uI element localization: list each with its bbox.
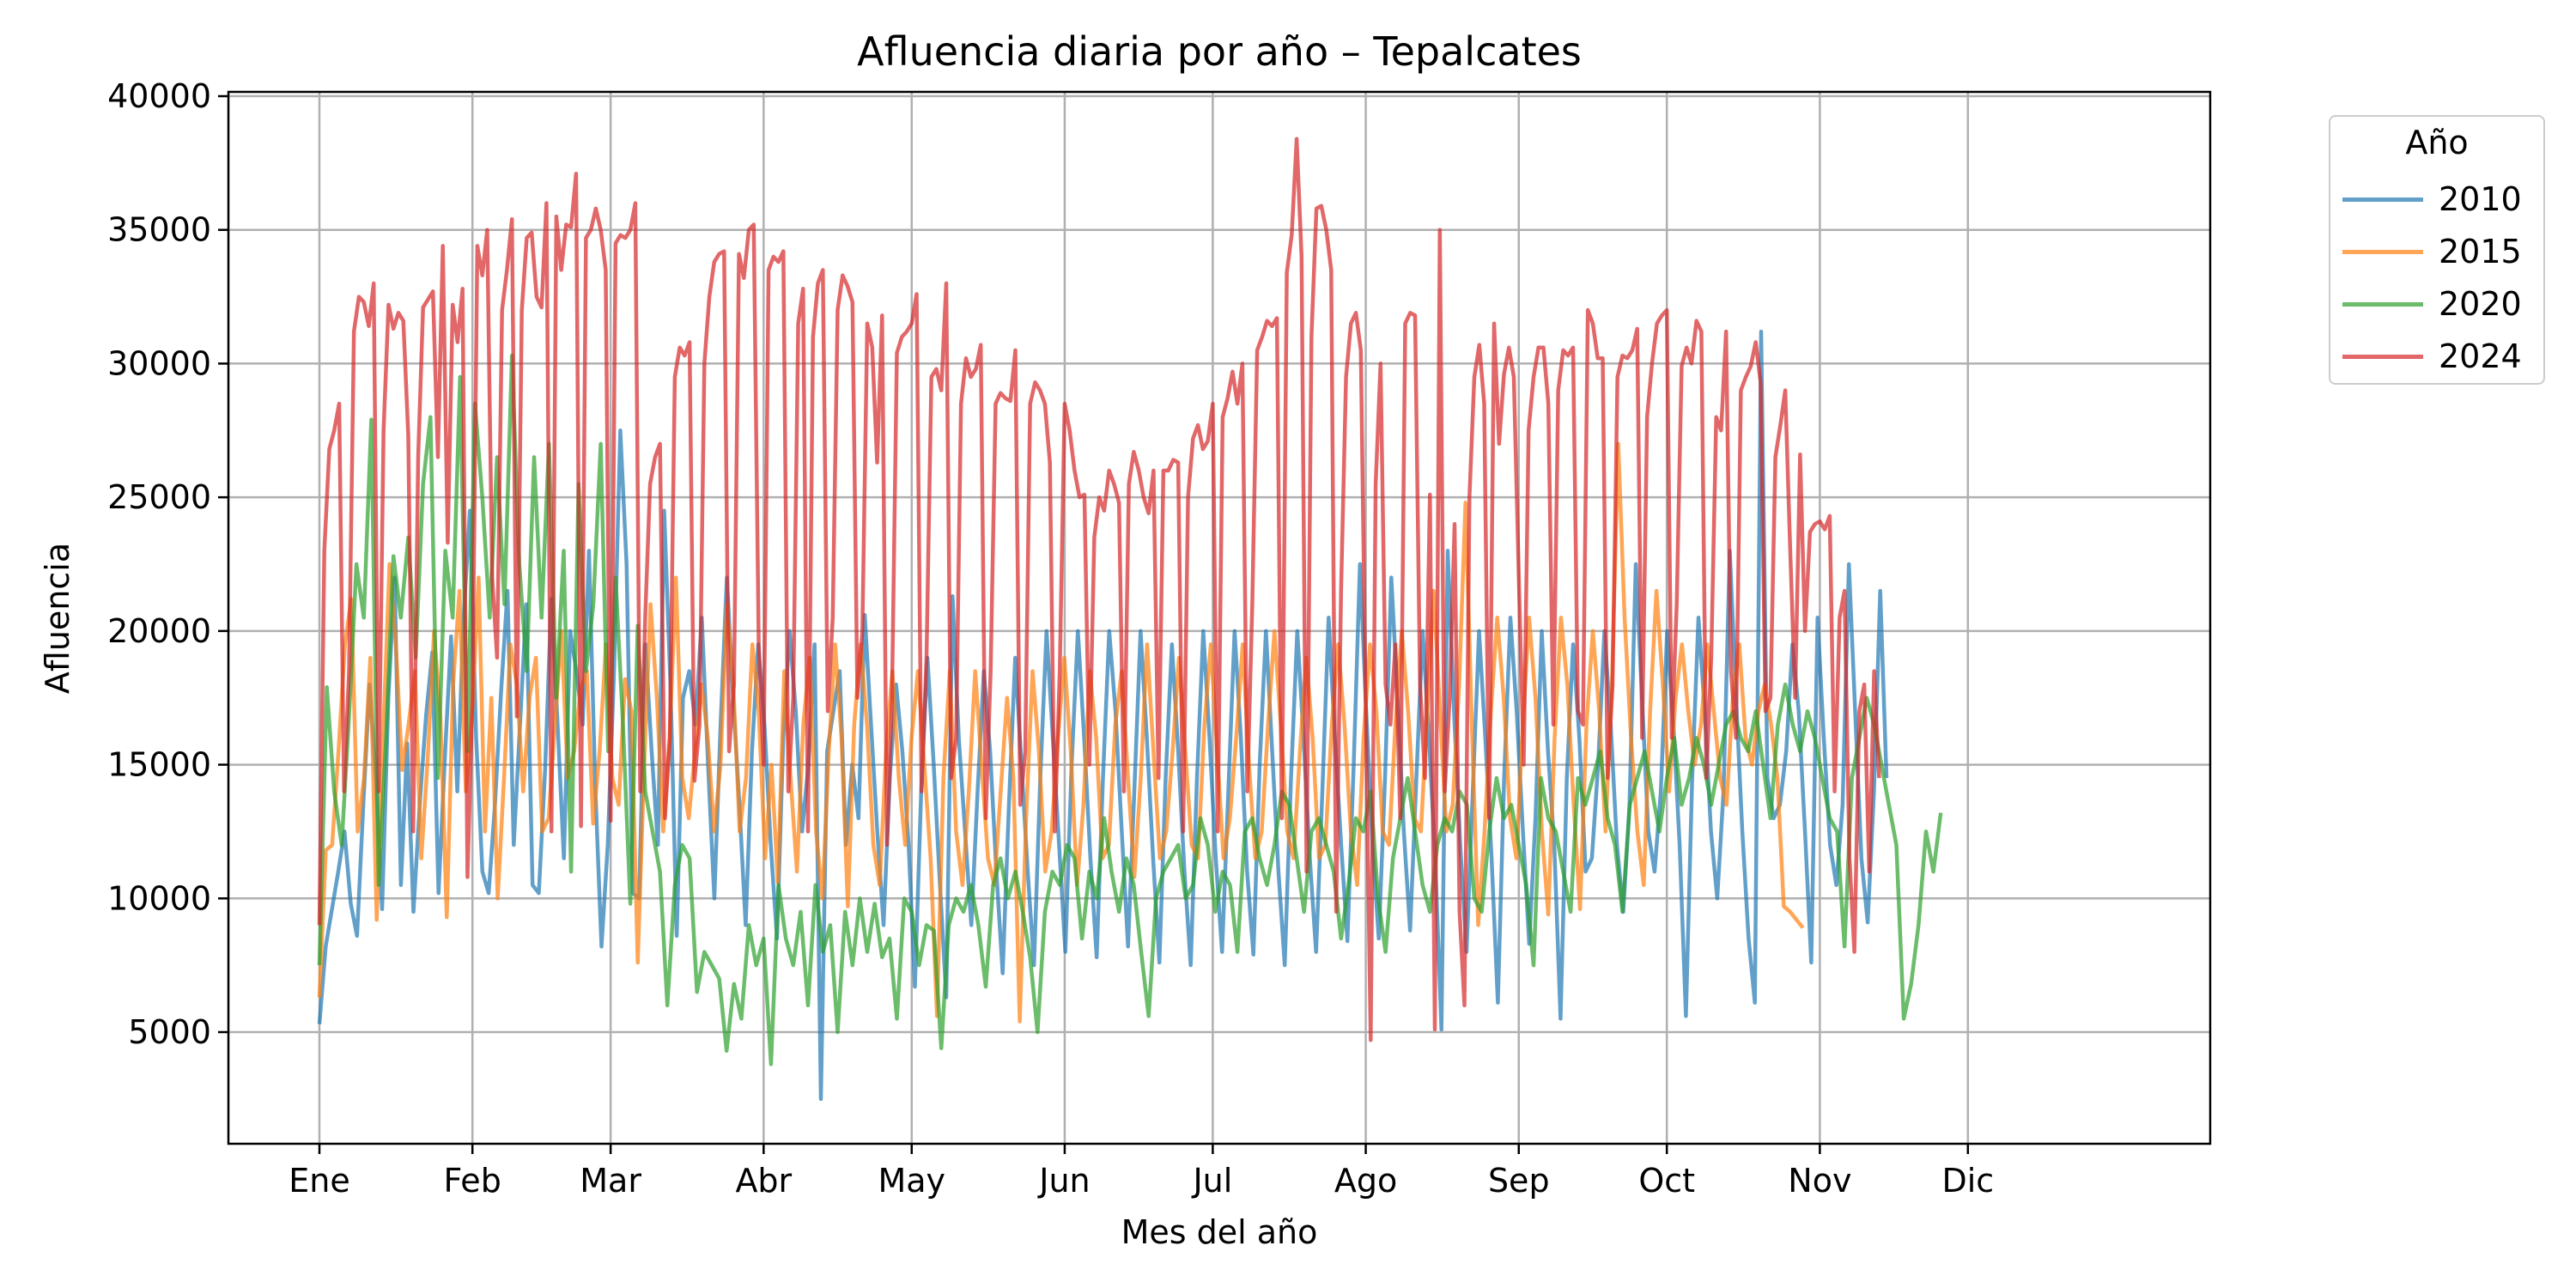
legend-swatch — [2342, 355, 2423, 359]
x-tick-label: Feb — [444, 1162, 501, 1200]
x-tick-label: Sep — [1488, 1162, 1550, 1200]
series-line-2020 — [317, 353, 1943, 1066]
legend-item-2015: 2015 — [2342, 228, 2540, 276]
y-tick-label: 20000 — [107, 612, 211, 650]
plot-frame — [227, 90, 2212, 1145]
x-tick-label: Mar — [580, 1162, 641, 1200]
legend-label: 2024 — [2439, 337, 2522, 375]
x-tick-label: Nov — [1788, 1162, 1851, 1200]
series-lines — [317, 137, 1943, 1102]
x-tick-label: Jun — [1037, 1162, 1090, 1200]
chart-title: Afluencia diaria por año – Tepalcates — [857, 28, 1582, 75]
x-tick-label: May — [878, 1162, 945, 1200]
legend-swatch — [2342, 197, 2423, 202]
legend-label: 2015 — [2439, 233, 2522, 270]
x-axis-ticks: Ene Feb Mar Abr May Jun Jul Ago Sep Oct Nov Dic — [289, 1144, 1994, 1200]
legend-swatch — [2342, 302, 2423, 307]
legend-item-2010: 2010 — [2342, 175, 2540, 223]
legend-item-2024: 2024 — [2342, 332, 2540, 380]
legend: Año 2010 2015 2020 2024 — [2329, 115, 2545, 385]
y-tick-label: 5000 — [128, 1013, 211, 1051]
legend-label: 2020 — [2439, 285, 2522, 323]
x-axis-label: Mes del año — [1121, 1213, 1318, 1251]
x-tick-label: Oct — [1638, 1162, 1695, 1200]
y-tick-label: 25000 — [107, 478, 211, 516]
legend-item-2020: 2020 — [2342, 280, 2540, 328]
y-tick-label: 10000 — [107, 879, 211, 917]
legend-swatch — [2342, 250, 2423, 254]
y-tick-label: 15000 — [107, 746, 211, 784]
y-tick-label: 30000 — [107, 344, 211, 382]
series-line-2024 — [317, 137, 1881, 1042]
y-tick-label: 40000 — [107, 77, 211, 115]
x-tick-label: Ene — [289, 1162, 349, 1200]
y-axis-ticks: 5000 10000 15000 20000 25000 30000 35000 40000 — [107, 77, 228, 1051]
legend-label: 2010 — [2439, 180, 2522, 218]
x-tick-label: Abr — [735, 1162, 792, 1200]
legend-title: Año — [2405, 124, 2469, 161]
y-tick-label: 35000 — [107, 211, 211, 249]
x-tick-label: Jul — [1191, 1162, 1232, 1200]
x-tick-label: Ago — [1334, 1162, 1397, 1200]
x-tick-label: Dic — [1941, 1162, 1994, 1200]
y-axis-label: Afluencia — [39, 543, 76, 694]
